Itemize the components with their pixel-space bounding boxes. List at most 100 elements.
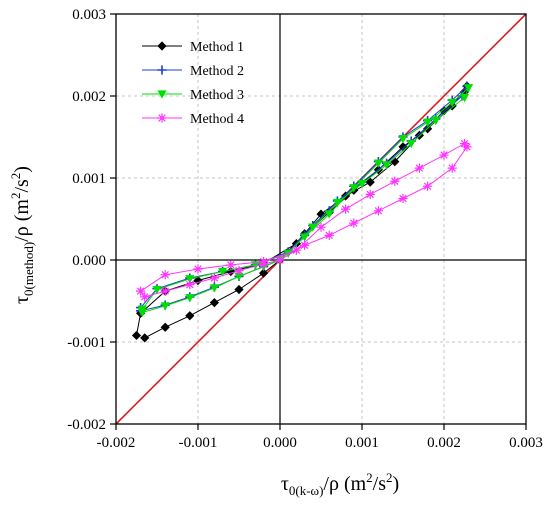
series-3-point — [300, 233, 310, 242]
series-4-point — [459, 138, 470, 149]
series-4-point — [324, 230, 334, 240]
series-4-point — [234, 266, 244, 276]
x-axis-label-mid: /ρ (m — [323, 473, 366, 495]
series-3-point — [160, 302, 170, 311]
series-4-point — [259, 257, 269, 267]
series-3-point — [398, 134, 408, 144]
y-tick-label: -0.002 — [67, 417, 106, 433]
series-4-point — [140, 292, 150, 302]
y-tick-label: -0.001 — [67, 335, 106, 351]
series-4 — [136, 138, 472, 302]
series-4-point — [209, 273, 219, 283]
legend-marker — [157, 90, 167, 99]
series-4-point — [185, 280, 195, 290]
legend-label: Method 1 — [190, 40, 244, 55]
data-series — [131, 81, 474, 343]
series-4-point — [341, 204, 351, 214]
y-tick-label: 0.001 — [72, 171, 106, 187]
zero-axes — [116, 14, 526, 424]
y-tick-label: 0.003 — [72, 7, 106, 23]
y-tick-label: 0.000 — [72, 253, 106, 269]
y-axis-label-sub: 0(method) — [21, 242, 36, 296]
series-3-point — [423, 118, 433, 127]
series-3-point — [209, 284, 219, 293]
series-4-point — [160, 270, 170, 280]
series-4-point — [226, 260, 236, 270]
x-axis-label-end: ) — [393, 473, 400, 495]
legend-label: Method 4 — [190, 112, 244, 127]
series-1-point — [259, 268, 269, 278]
x-tick-label: -0.002 — [97, 435, 136, 451]
series-1 — [131, 81, 472, 343]
legend-marker — [157, 113, 167, 123]
legend-item-3: Method 3 — [142, 88, 244, 103]
series-3-point — [324, 210, 334, 219]
series-4-point — [414, 163, 424, 173]
series-1-point — [140, 333, 150, 343]
series-4-point — [300, 240, 310, 250]
series-4-point — [349, 218, 359, 228]
series-1-line — [136, 85, 468, 339]
series-3-point — [234, 272, 244, 281]
series-4-point — [291, 245, 301, 255]
y-axis-label-sup1: 2 — [8, 193, 23, 200]
series-4-point — [439, 150, 449, 160]
legend-item-4: Method 4 — [142, 112, 244, 127]
series-3-point — [218, 267, 228, 277]
series-3-point — [464, 84, 474, 93]
series-3-point — [459, 93, 470, 103]
series-3-point — [382, 161, 392, 170]
series-4-point — [160, 286, 170, 296]
series-4-point — [398, 193, 408, 204]
x-axis-ticks: -0.002 -0.001 0.000 0.001 0.002 0.003 — [97, 424, 543, 451]
series-3-point — [373, 159, 383, 168]
series-1-point — [185, 311, 195, 321]
series-4-point — [193, 264, 203, 274]
series-1-point — [234, 284, 244, 295]
x-axis-label-sup2: 2 — [386, 470, 393, 485]
x-axis-label-sup1: 2 — [366, 470, 373, 485]
series-4-point — [447, 163, 457, 173]
series-3-point — [185, 294, 195, 303]
x-tick-label: -0.001 — [179, 435, 218, 451]
series-4-point — [390, 176, 400, 186]
series-3-point — [357, 180, 367, 189]
series-1-point — [131, 330, 142, 341]
series-1-point — [209, 298, 219, 308]
y-axis-label-slash: /s — [11, 179, 33, 193]
x-tick-label: 0.003 — [509, 435, 543, 451]
series-4-point — [316, 222, 326, 232]
y-tick-label: 0.002 — [72, 89, 106, 105]
plot-frame — [115, 13, 527, 425]
y-axis-label-symbol: τ — [11, 296, 33, 304]
legend-label: Method 3 — [190, 88, 244, 103]
series-1-point — [160, 322, 170, 332]
series-3-point — [185, 275, 195, 284]
legend-marker — [157, 41, 167, 51]
series-3-point — [406, 139, 416, 149]
legend-item-1: Method 1 — [142, 40, 244, 55]
series-4-point — [373, 206, 383, 216]
series-3-point — [447, 98, 457, 108]
x-tick-label: 0.000 — [263, 435, 297, 451]
y-axis-label-end: ) — [11, 166, 33, 173]
series-1-point — [365, 177, 375, 187]
legend-item-2: Method 2 — [142, 64, 244, 79]
x-tick-label: 0.002 — [427, 435, 461, 451]
series-3-point — [308, 223, 318, 232]
series-3-point — [250, 261, 260, 270]
legend-label: Method 2 — [190, 64, 244, 79]
series-4-point — [136, 286, 146, 296]
x-axis-label-symbol: τ — [281, 473, 289, 495]
x-axis-label: τ0(k-ω)/ρ (m2/s2) — [281, 470, 399, 498]
legend: Method 1 Method 2 Method 3 Method 4 — [142, 40, 244, 127]
y-axis-label-sup2: 2 — [8, 173, 23, 180]
series-4-point — [275, 255, 285, 265]
y-axis-label-mid: /ρ (m — [11, 199, 33, 242]
y-axis-ticks: -0.002 -0.001 0.000 0.001 0.002 0.003 — [67, 7, 116, 433]
series-3-point — [349, 184, 359, 193]
y-axis-label: τ0(method)/ρ (m2/s2) — [8, 166, 36, 304]
x-axis-label-slash: /s — [373, 473, 387, 495]
series-3-point — [152, 285, 162, 295]
